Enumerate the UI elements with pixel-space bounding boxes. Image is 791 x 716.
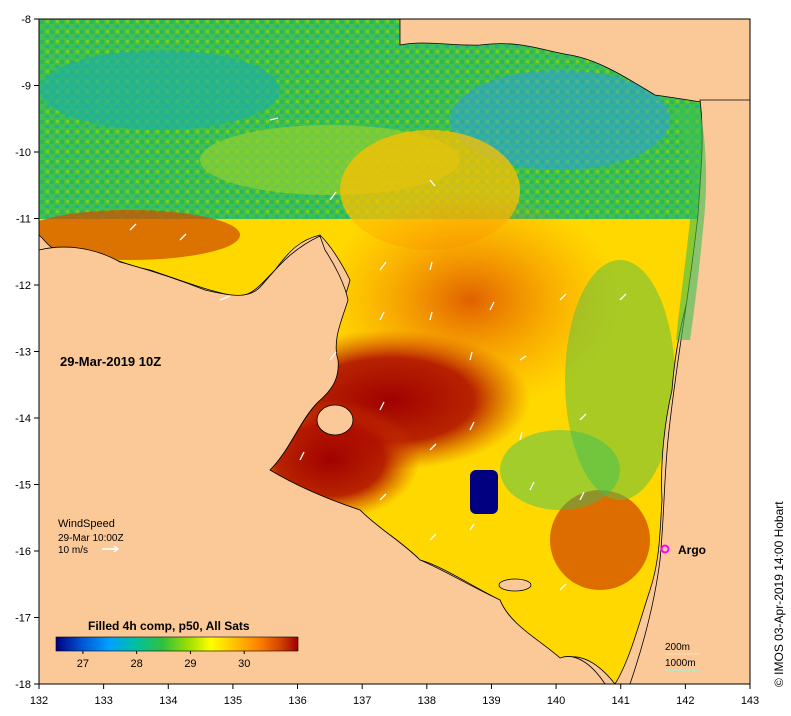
island-groote <box>316 404 354 436</box>
island-mornington <box>498 578 532 592</box>
credit-text: © IMOS 03-Apr-2019 14:00 Hobart <box>772 501 786 687</box>
argo-marker: Argo <box>660 543 706 557</box>
y-tick-label: -9 <box>21 81 31 93</box>
plot-area <box>39 19 750 684</box>
x-tick-label: 138 <box>418 695 436 707</box>
y-tick-label: -16 <box>15 546 31 558</box>
cool-patch-west <box>40 50 280 130</box>
x-tick-label: 137 <box>353 695 371 707</box>
x-axis: 132 133 134 135 136 137 138 139 140 141 142 143 <box>30 684 759 707</box>
wind-legend-scale: 10 m/s <box>58 545 88 556</box>
x-tick-label: 140 <box>547 695 565 707</box>
x-tick-label: 143 <box>741 695 759 707</box>
east-strait <box>672 110 707 340</box>
y-tick-label: -17 <box>15 613 31 625</box>
colorbar-tick-label: 29 <box>184 658 196 670</box>
x-tick-label: 139 <box>482 695 500 707</box>
land-png <box>399 19 750 111</box>
colorbar-tick-label: 27 <box>77 658 89 670</box>
colorbar-ticks: 27 28 29 30 <box>77 651 250 670</box>
contour-1000m-label: 1000m <box>665 658 696 669</box>
wind-legend: WindSpeed 29-Mar 10:00Z 10 m/s <box>58 518 124 556</box>
y-axis: -8 -9 -10 -11 -12 -13 -14 -15 -16 -17 -18 <box>15 14 39 691</box>
wind-legend-title: WindSpeed <box>58 518 115 530</box>
y-tick-label: -10 <box>15 147 31 159</box>
x-tick-label: 142 <box>676 695 694 707</box>
x-tick-label: 133 <box>94 695 112 707</box>
argo-label: Argo <box>678 543 706 557</box>
cool-patch-east <box>450 70 670 170</box>
date-label: 29-Mar-2019 10Z <box>60 354 161 369</box>
land-arnhem <box>39 235 606 684</box>
argo-float-icon <box>660 544 670 554</box>
colorbar-tick-label: 28 <box>131 658 143 670</box>
wind-legend-time: 29-Mar 10:00Z <box>58 533 124 544</box>
colorbar-tick-label: 30 <box>238 658 250 670</box>
cold-blob <box>470 470 498 514</box>
green-east <box>565 260 675 500</box>
x-tick-label: 141 <box>612 695 630 707</box>
x-tick-label: 136 <box>288 695 306 707</box>
coast-warm-strip <box>39 210 240 260</box>
x-tick-label: 134 <box>159 695 177 707</box>
colorbar-gradient <box>55 636 299 652</box>
colorbar: Filled 4h comp, p50, All Sats 27 28 29 30 <box>55 619 299 670</box>
y-tick-label: -18 <box>15 679 31 691</box>
y-tick-label: -15 <box>15 480 31 492</box>
wind-arrow-head-icon <box>113 545 120 553</box>
wind-vectors <box>129 117 627 591</box>
colorbar-title: Filled 4h comp, p50, All Sats <box>88 619 250 633</box>
hot-east <box>550 490 650 590</box>
x-tick-label: 132 <box>30 695 48 707</box>
x-tick-label: 135 <box>224 695 242 707</box>
y-tick-label: -13 <box>15 347 31 359</box>
y-tick-label: -12 <box>15 280 31 292</box>
y-tick-label: -11 <box>16 214 31 226</box>
y-tick-label: -14 <box>15 413 31 425</box>
contour-legend: 200m 1000m <box>665 642 700 671</box>
contour-200m-label: 200m <box>665 642 690 653</box>
y-tick-label: -8 <box>21 14 31 26</box>
